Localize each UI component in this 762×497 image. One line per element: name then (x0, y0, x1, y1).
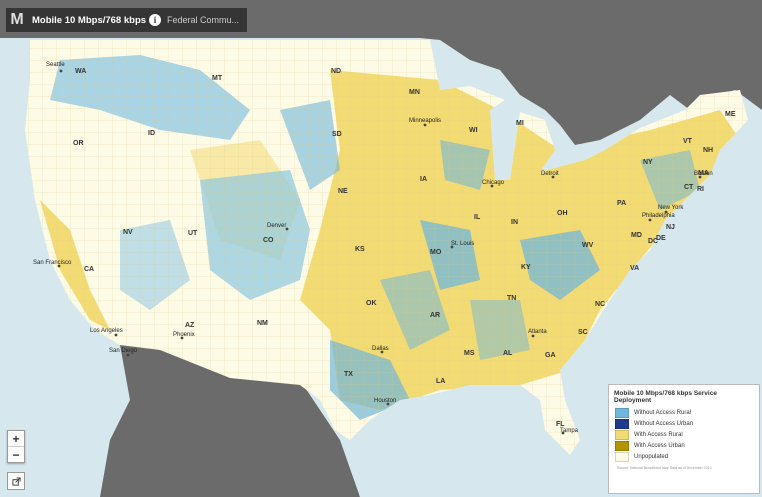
city-label: San Diego (109, 348, 138, 354)
info-icon[interactable]: i (149, 14, 161, 26)
city-label: Philadelphia (642, 213, 675, 219)
city-markers (57, 69, 702, 435)
state-label: IN (511, 219, 518, 226)
legend-item: Unpopulated (609, 451, 759, 462)
legend-swatch (615, 407, 629, 418)
state-label: OK (366, 300, 377, 307)
state-label: KS (355, 246, 365, 253)
legend-swatch (615, 429, 629, 440)
city-label: Tampa (560, 428, 579, 434)
state-label: CA (84, 266, 95, 273)
state-label: VA (630, 265, 640, 272)
state-label: IL (474, 214, 481, 221)
state-label: MI (516, 120, 524, 127)
state-label: NY (643, 159, 653, 166)
city-label: St. Louis (451, 241, 475, 247)
state-label: LA (436, 378, 446, 385)
state-label: MO (430, 249, 442, 256)
legend-swatch (615, 451, 629, 462)
state-label: NH (703, 147, 714, 154)
state-label: RI (697, 186, 704, 193)
state-label: MD (631, 232, 642, 239)
state-label: ME (725, 111, 736, 118)
city-label: New York (658, 205, 684, 211)
legend-label: With Access Rural (634, 431, 683, 438)
state-label: WA (75, 68, 87, 75)
legend-label: Without Access Rural (634, 409, 692, 416)
state-label: AR (430, 312, 441, 319)
state-label: NC (595, 301, 606, 308)
state-label: NM (257, 320, 268, 327)
state-label: CO (263, 237, 274, 244)
state-label: AL (503, 350, 513, 357)
state-label: NE (338, 188, 348, 195)
state-label: AZ (185, 322, 195, 329)
legend: Mobile 10 Mbps/768 kbps Service Deployme… (608, 384, 760, 494)
legend-item: Without Access Urban (609, 418, 759, 429)
state-label: MA (698, 170, 709, 177)
canada-land (0, 0, 762, 145)
legend-source-note: Source: National Broadband Map Data as o… (617, 466, 712, 470)
legend-swatch (615, 440, 629, 451)
share-button[interactable] (7, 472, 25, 490)
city-label: Boston (694, 171, 713, 177)
legend-label: Unpopulated (634, 453, 669, 460)
city-label: Seattle (46, 62, 65, 68)
city-label: Atlanta (528, 329, 547, 335)
zoom-control: + − (7, 430, 25, 463)
zoom-in-button[interactable]: + (12, 431, 20, 446)
legend-item: Without Access Rural (609, 407, 759, 418)
city-label: Denver (267, 223, 287, 229)
city-label: Minneapolis (409, 118, 442, 124)
state-label: SC (578, 329, 588, 336)
state-label: TN (507, 295, 517, 302)
city-label: San Francisco (33, 260, 72, 266)
state-label: OH (557, 210, 568, 217)
map-source[interactable]: Federal Commu... (167, 15, 240, 25)
state-label: WV (582, 242, 594, 249)
city-label: Phoenix (173, 332, 195, 338)
map-title: Mobile 10 Mbps/768 kbps Deploy (32, 14, 147, 26)
map-title-bar: M Mobile 10 Mbps/768 kbps Deploy i Feder… (6, 8, 248, 32)
state-label: DE (656, 235, 666, 242)
state-label: IA (420, 176, 427, 183)
city-label: Detroit (541, 171, 559, 177)
state-label: NV (123, 229, 133, 236)
state-label: ND (331, 68, 342, 75)
state-label: KY (521, 264, 531, 271)
external-link-icon (11, 476, 21, 486)
state-label: UT (188, 230, 198, 237)
state-label: WI (469, 127, 478, 134)
zoom-out-button[interactable]: − (8, 446, 24, 462)
city-label: Houston (374, 398, 397, 404)
state-label: GA (545, 352, 556, 359)
state-label: FL (556, 421, 565, 428)
gulf-water (340, 385, 560, 497)
state-label: MS (464, 350, 475, 357)
legend-item: With Access Rural (609, 429, 759, 440)
state-label: OR (73, 140, 84, 147)
state-label: SD (332, 131, 342, 138)
state-label: NJ (666, 224, 675, 231)
state-label: MT (212, 75, 223, 82)
state-label: MN (409, 89, 420, 96)
app-logo[interactable]: M (10, 11, 24, 28)
lake-michigan (490, 110, 512, 185)
city-label: Chicago (482, 180, 505, 186)
state-label: VT (683, 138, 692, 145)
state-label: TX (344, 371, 353, 378)
state-label: DC (648, 238, 659, 245)
legend-title: Mobile 10 Mbps/768 kbps Service Deployme… (614, 390, 717, 404)
state-label: ID (148, 130, 155, 137)
legend-swatch (615, 418, 629, 429)
state-label: CT (684, 184, 694, 191)
legend-label: Without Access Urban (634, 420, 694, 427)
legend-label: With Access Urban (634, 442, 685, 449)
state-label: PA (617, 200, 627, 207)
city-label: Los Angeles (90, 328, 123, 334)
city-label: Dallas (372, 346, 389, 352)
legend-item: With Access Urban (609, 440, 759, 451)
